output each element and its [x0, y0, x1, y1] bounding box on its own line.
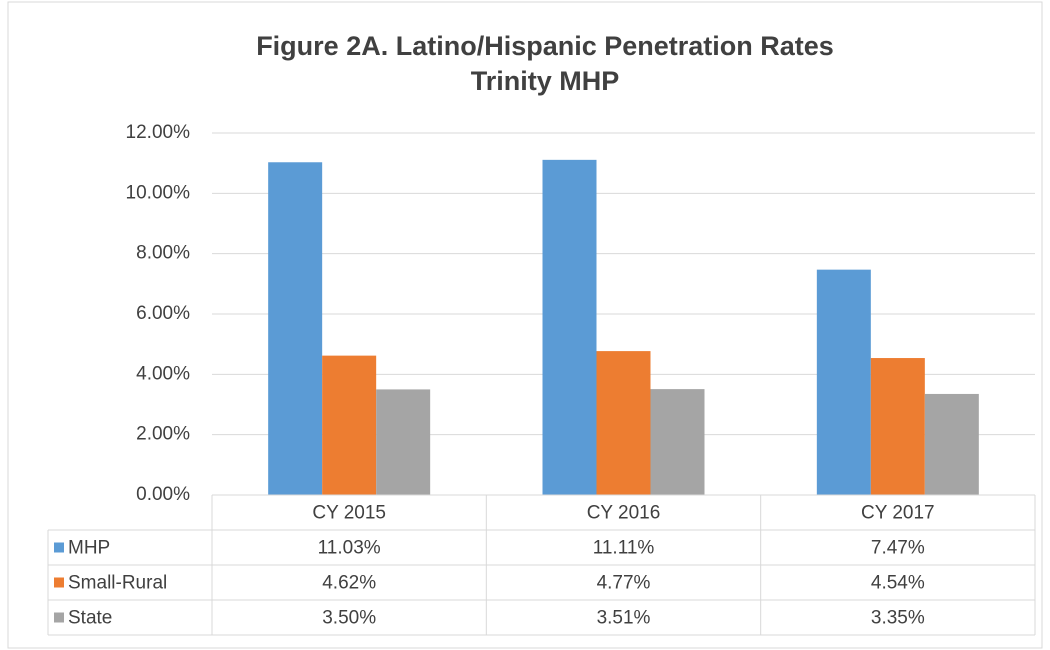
bar [870, 358, 925, 495]
bar [596, 351, 651, 495]
table-value: 4.62% [322, 573, 376, 594]
table-value: 4.77% [597, 573, 651, 594]
table-value: 3.50% [322, 608, 376, 629]
bar [924, 393, 979, 495]
y-tick-label: 2.00% [136, 424, 190, 445]
y-tick-label: 10.00% [126, 182, 191, 203]
legend-label: MHP [68, 538, 110, 559]
legend-swatch [54, 542, 64, 553]
y-tick-label: 8.00% [136, 243, 190, 264]
y-tick-label: 0.00% [136, 484, 190, 505]
y-tick-label: 4.00% [136, 363, 190, 384]
table-value: 3.35% [871, 608, 925, 629]
chart-title: Figure 2A. Latino/Hispanic Penetration R… [256, 31, 834, 61]
bar [376, 389, 431, 495]
y-tick-label: 12.00% [126, 122, 191, 143]
y-tick-label: 6.00% [136, 303, 190, 324]
table-value: 11.11% [593, 538, 655, 559]
table-value: 11.03% [318, 538, 381, 559]
legend-label: Small-Rural [68, 573, 167, 594]
bar [816, 269, 871, 495]
chart-subtitle: Trinity MHP [471, 66, 620, 96]
bar [650, 389, 705, 495]
table-value: 7.47% [871, 538, 925, 559]
legend-label: State [68, 608, 112, 629]
x-tick-label: CY 2016 [587, 503, 661, 524]
x-tick-label: CY 2017 [861, 503, 935, 524]
x-tick-label: CY 2015 [312, 503, 386, 524]
table-value: 4.54% [871, 573, 925, 594]
bar [268, 162, 323, 496]
legend-swatch [54, 612, 64, 623]
bar [542, 159, 597, 495]
legend-swatch [54, 577, 64, 588]
table-value: 3.51% [597, 608, 651, 629]
bar [322, 355, 377, 495]
